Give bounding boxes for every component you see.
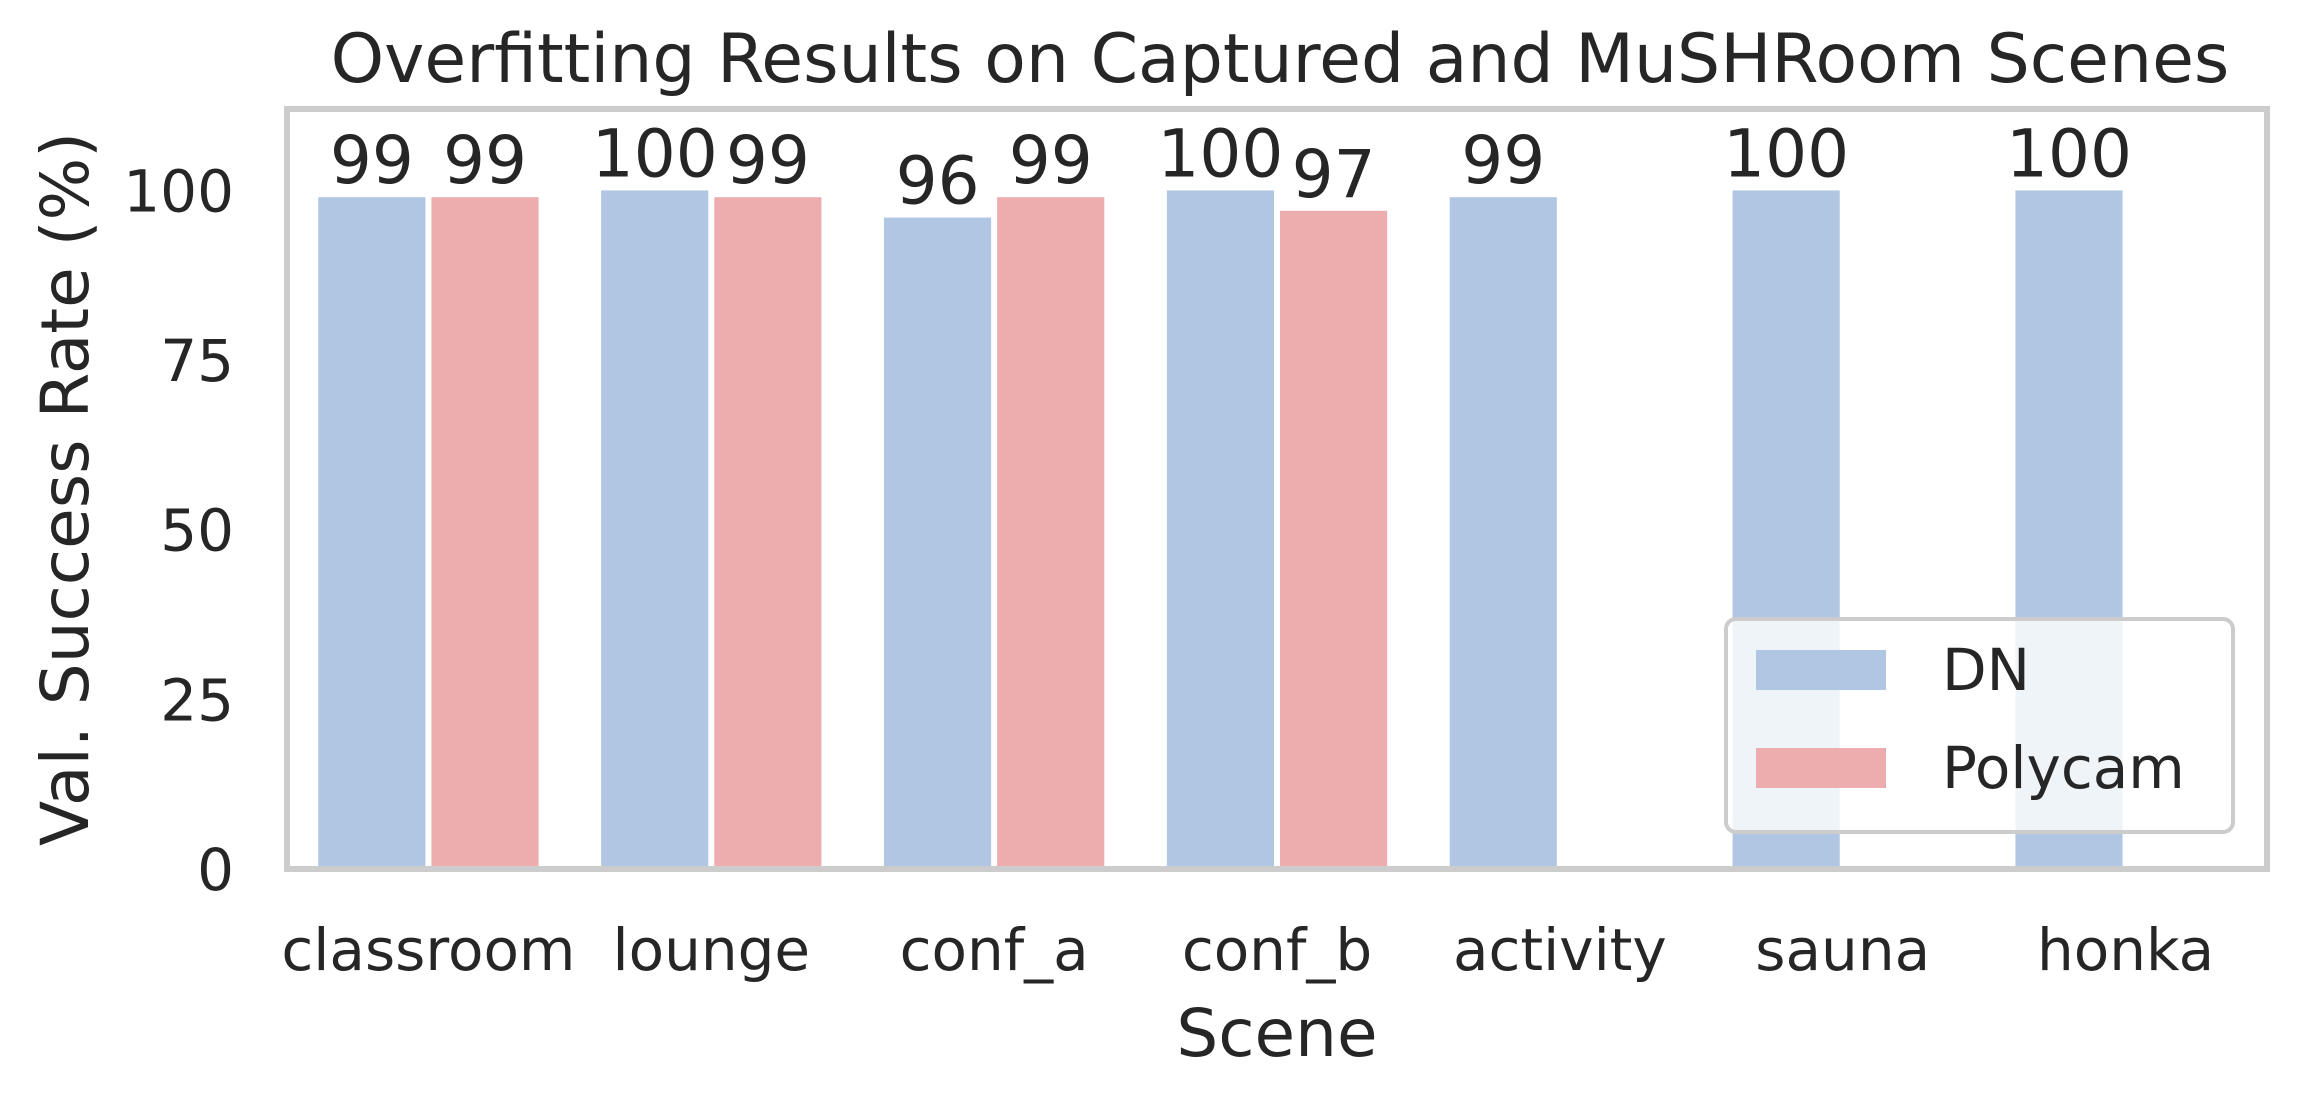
- y-tick-label-50: 50: [160, 497, 234, 565]
- y-tick-label-75: 75: [160, 327, 234, 395]
- bar-dn-classroom: [318, 197, 426, 869]
- data-label-dn-classroom: 99: [330, 122, 414, 199]
- y-tick-label-100: 100: [123, 157, 234, 225]
- data-label-polycam-classroom: 99: [443, 122, 527, 199]
- legend-label-dn: DN: [1942, 636, 2030, 704]
- x-tick-label-activity: activity: [1453, 916, 1667, 984]
- y-tick-labels: 0 25 50 75 100: [123, 157, 234, 904]
- y-axis-label: Val. Success Rate (%): [27, 132, 104, 846]
- legend: DN Polycam: [1724, 617, 2235, 834]
- x-tick-label-conf-a: conf_a: [900, 916, 1089, 984]
- bar-dn-activity: [1449, 197, 1557, 869]
- y-tick-label-0: 0: [197, 836, 234, 904]
- data-labels-group: 99 99 100 99 96 99 100 97 99 100 100: [330, 115, 2132, 219]
- bar-dn-conf-a: [884, 217, 992, 870]
- x-tick-label-lounge: lounge: [612, 916, 810, 984]
- x-tick-label-classroom: classroom: [281, 916, 575, 984]
- plot-frame: [284, 106, 2270, 872]
- bar-dn-conf-b: [1166, 190, 1274, 869]
- x-axis-label: Scene: [1176, 995, 1377, 1072]
- x-tick-label-sauna: sauna: [1755, 916, 1930, 984]
- legend-swatch-dn: [1756, 650, 1886, 690]
- y-tick-label-25: 25: [160, 666, 234, 734]
- data-label-dn-honka: 100: [2006, 115, 2132, 192]
- data-label-polycam-conf-a: 99: [1009, 122, 1093, 199]
- data-label-dn-conf-b: 100: [1157, 115, 1283, 192]
- bar-dn-lounge: [601, 190, 709, 869]
- x-tick-labels: classroom lounge conf_a conf_b activity sauna…: [281, 916, 2214, 984]
- data-label-dn-sauna: 100: [1723, 115, 1849, 192]
- bar-polycam-conf-a: [997, 197, 1105, 869]
- x-tick-label-honka: honka: [2037, 916, 2214, 984]
- data-label-polycam-conf-b: 97: [1292, 136, 1376, 213]
- data-label-dn-conf-a: 96: [896, 143, 980, 220]
- legend-label-polycam: Polycam: [1942, 734, 2185, 802]
- bar-polycam-conf-b: [1280, 210, 1388, 870]
- data-label-polycam-lounge: 99: [726, 122, 810, 199]
- bar-polycam-lounge: [714, 197, 822, 869]
- chart-title: Overfitting Results on Captured and MuSH…: [331, 20, 2230, 99]
- data-label-dn-lounge: 100: [592, 115, 718, 192]
- data-label-dn-activity: 99: [1461, 122, 1545, 199]
- bar-polycam-classroom: [431, 197, 539, 869]
- legend-swatch-polycam: [1756, 748, 1886, 788]
- x-tick-label-conf-b: conf_b: [1182, 916, 1372, 984]
